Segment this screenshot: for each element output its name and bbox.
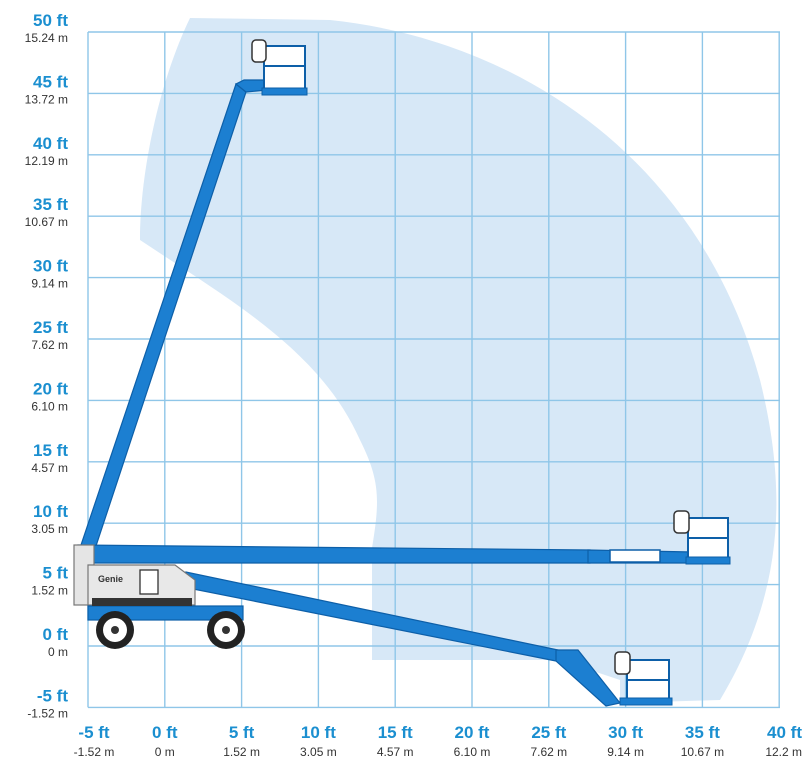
y-tick-label-m: 9.14 m [31, 277, 68, 291]
y-tick-label-ft: 25 ft [33, 318, 68, 337]
y-tick-label-m: 1.52 m [31, 584, 68, 598]
y-tick-label-ft: 10 ft [33, 502, 68, 521]
y-tick-label-m: 12.19 m [25, 154, 68, 168]
y-tick-label-ft: 50 ft [33, 11, 68, 30]
jib-below-grade [555, 649, 622, 707]
x-tick-label-ft: 35 ft [685, 723, 720, 742]
wheel-front [207, 611, 245, 649]
y-tick-label-m: 0 m [48, 645, 68, 659]
x-tick-label-m: 6.10 m [454, 745, 491, 759]
working-envelope [140, 18, 777, 703]
x-tick-label-ft: 25 ft [531, 723, 566, 742]
x-tick-label-ft: 0 ft [152, 723, 178, 742]
x-tick-label-m: 12.2 m [765, 745, 802, 759]
y-tick-label-ft: 15 ft [33, 441, 68, 460]
x-tick-label-ft: 10 ft [301, 723, 336, 742]
x-tick-label-m: 1.52 m [223, 745, 260, 759]
x-tick-label-m: -1.52 m [74, 745, 115, 759]
y-tick-label-ft: 20 ft [33, 379, 68, 398]
x-tick-label-ft: 40 ft [767, 723, 802, 742]
chassis-logo: Genie [98, 574, 123, 584]
x-tick-label-m: 4.57 m [377, 745, 414, 759]
wheel-rear [96, 611, 134, 649]
y-tick-label-m: 13.72 m [25, 92, 68, 106]
y-tick-label-m: 3.05 m [31, 522, 68, 536]
y-tick-label-ft: 5 ft [43, 564, 69, 583]
x-tick-label-ft: 30 ft [608, 723, 643, 742]
chassis: Genie [73, 544, 244, 621]
x-axis-labels: -5 ft -1.52 m 0 ft 0 m 5 ft 1.52 m 10 ft 3.05 m… [74, 723, 803, 759]
basket-max-outreach [673, 510, 731, 565]
basket-below-grade [614, 651, 673, 706]
y-tick-label-m: -1.52 m [27, 706, 68, 720]
x-tick-label-ft: 20 ft [455, 723, 490, 742]
y-tick-label-ft: -5 ft [37, 686, 69, 705]
grid [87, 31, 780, 709]
machine: Genie [73, 39, 731, 707]
y-tick-label-ft: 0 ft [43, 625, 69, 644]
y-tick-label-m: 15.24 m [25, 31, 68, 45]
basket-max-height [251, 39, 308, 96]
x-tick-label-m: 10.67 m [681, 745, 724, 759]
x-tick-label-m: 3.05 m [300, 745, 337, 759]
x-tick-label-m: 7.62 m [530, 745, 567, 759]
y-tick-label-m: 7.62 m [31, 338, 68, 352]
y-tick-label-ft: 30 ft [33, 257, 68, 276]
x-tick-label-m: 0 m [155, 745, 175, 759]
y-tick-label-ft: 40 ft [33, 134, 68, 153]
y-tick-label-m: 10.67 m [25, 215, 68, 229]
y-tick-label-m: 4.57 m [31, 461, 68, 475]
x-tick-label-m: 9.14 m [607, 745, 644, 759]
y-tick-label-ft: 35 ft [33, 195, 68, 214]
y-tick-label-ft: 45 ft [33, 72, 68, 91]
x-tick-label-ft: 15 ft [378, 723, 413, 742]
x-tick-label-ft: 5 ft [229, 723, 255, 742]
x-tick-label-ft: -5 ft [78, 723, 110, 742]
y-tick-label-m: 6.10 m [31, 399, 68, 413]
